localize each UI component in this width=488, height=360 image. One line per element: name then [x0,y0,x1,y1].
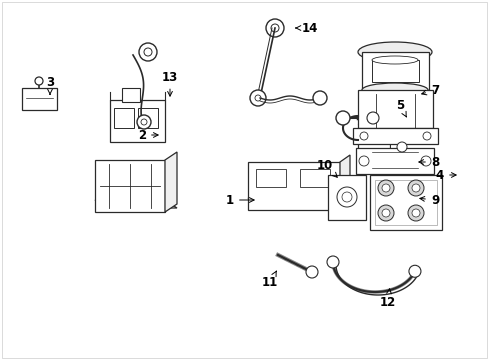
Text: 13: 13 [162,71,178,96]
Bar [22,88,57,110]
Text: 11: 11 [262,271,278,289]
Circle shape [381,184,389,192]
Circle shape [377,180,393,196]
Ellipse shape [361,83,427,97]
Ellipse shape [357,161,389,171]
Circle shape [265,19,284,37]
Bar [357,130,389,166]
Circle shape [249,90,265,106]
Polygon shape [339,155,349,210]
Circle shape [270,24,279,32]
Text: 10: 10 [316,158,337,177]
Text: 8: 8 [418,156,438,168]
Bar [371,60,418,82]
Circle shape [411,209,419,217]
Polygon shape [95,200,177,208]
Circle shape [335,111,349,125]
Circle shape [137,115,151,129]
Bar [247,162,339,210]
Bar [352,128,437,144]
Text: 2: 2 [138,129,158,141]
Circle shape [396,142,406,152]
Circle shape [141,119,147,125]
Bar [299,169,329,187]
Text: 12: 12 [379,289,395,309]
Text: 1: 1 [225,194,254,207]
Text: 5: 5 [395,99,406,117]
Circle shape [312,91,326,105]
Circle shape [359,132,367,140]
Bar [355,148,433,174]
Circle shape [411,184,419,192]
Polygon shape [164,152,177,212]
Text: 6: 6 [0,359,1,360]
Circle shape [377,205,393,221]
Circle shape [381,209,389,217]
Bar [357,90,432,128]
Circle shape [341,192,351,202]
Bar [361,52,428,90]
Circle shape [305,266,317,278]
Bar [327,175,365,220]
Circle shape [408,265,420,277]
Ellipse shape [357,42,431,62]
Ellipse shape [371,56,417,64]
Circle shape [254,95,261,101]
Circle shape [336,187,356,207]
Bar [256,169,285,187]
Bar [374,180,436,225]
Bar [389,142,397,152]
Text: 9: 9 [419,194,438,207]
Text: 3: 3 [46,76,54,94]
Bar [138,108,158,128]
Circle shape [139,43,157,61]
Circle shape [326,256,338,268]
Ellipse shape [357,125,389,135]
Circle shape [420,156,430,166]
Circle shape [407,180,423,196]
Bar [122,88,140,102]
Text: 14: 14 [295,22,318,35]
Bar [114,108,134,128]
Circle shape [35,77,43,85]
Circle shape [366,112,378,124]
Bar [110,100,164,142]
Bar [95,160,164,212]
Circle shape [143,48,152,56]
Circle shape [422,132,430,140]
Circle shape [358,156,368,166]
Text: 4: 4 [435,168,455,181]
Text: 7: 7 [421,84,438,96]
Bar [369,175,441,230]
Polygon shape [247,198,349,205]
Bar [134,102,150,112]
Circle shape [407,205,423,221]
